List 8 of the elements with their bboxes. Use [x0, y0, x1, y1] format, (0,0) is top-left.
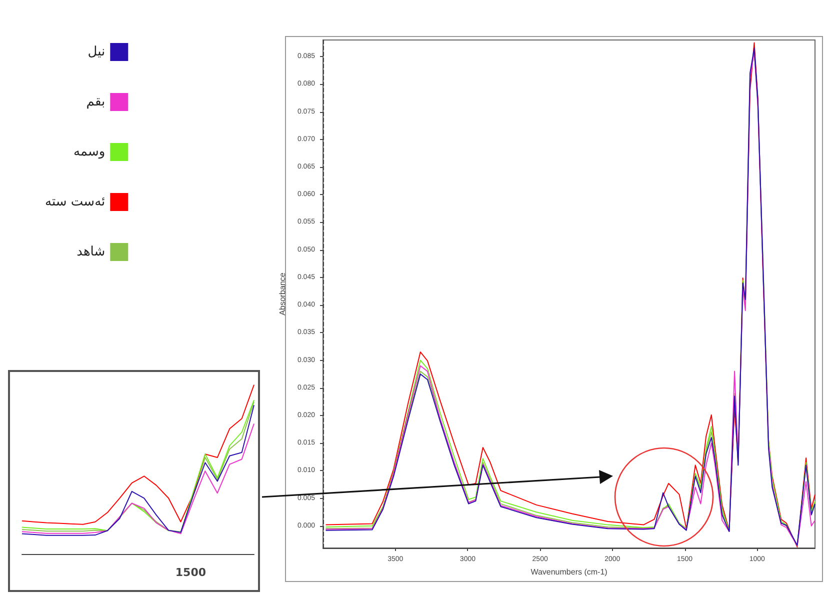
legend-label: شاهد — [76, 244, 106, 260]
x-axis-title: Wavenumbers (cm-1) — [530, 568, 608, 576]
text: 1500 — [175, 566, 206, 579]
legend-label: بقم — [86, 94, 106, 110]
y-axis-title: Absorbance — [278, 272, 288, 316]
legend-label: نیل — [88, 44, 106, 60]
legend-label: ئەست ستە — [44, 194, 106, 210]
legend-label: وسمه — [74, 144, 106, 160]
